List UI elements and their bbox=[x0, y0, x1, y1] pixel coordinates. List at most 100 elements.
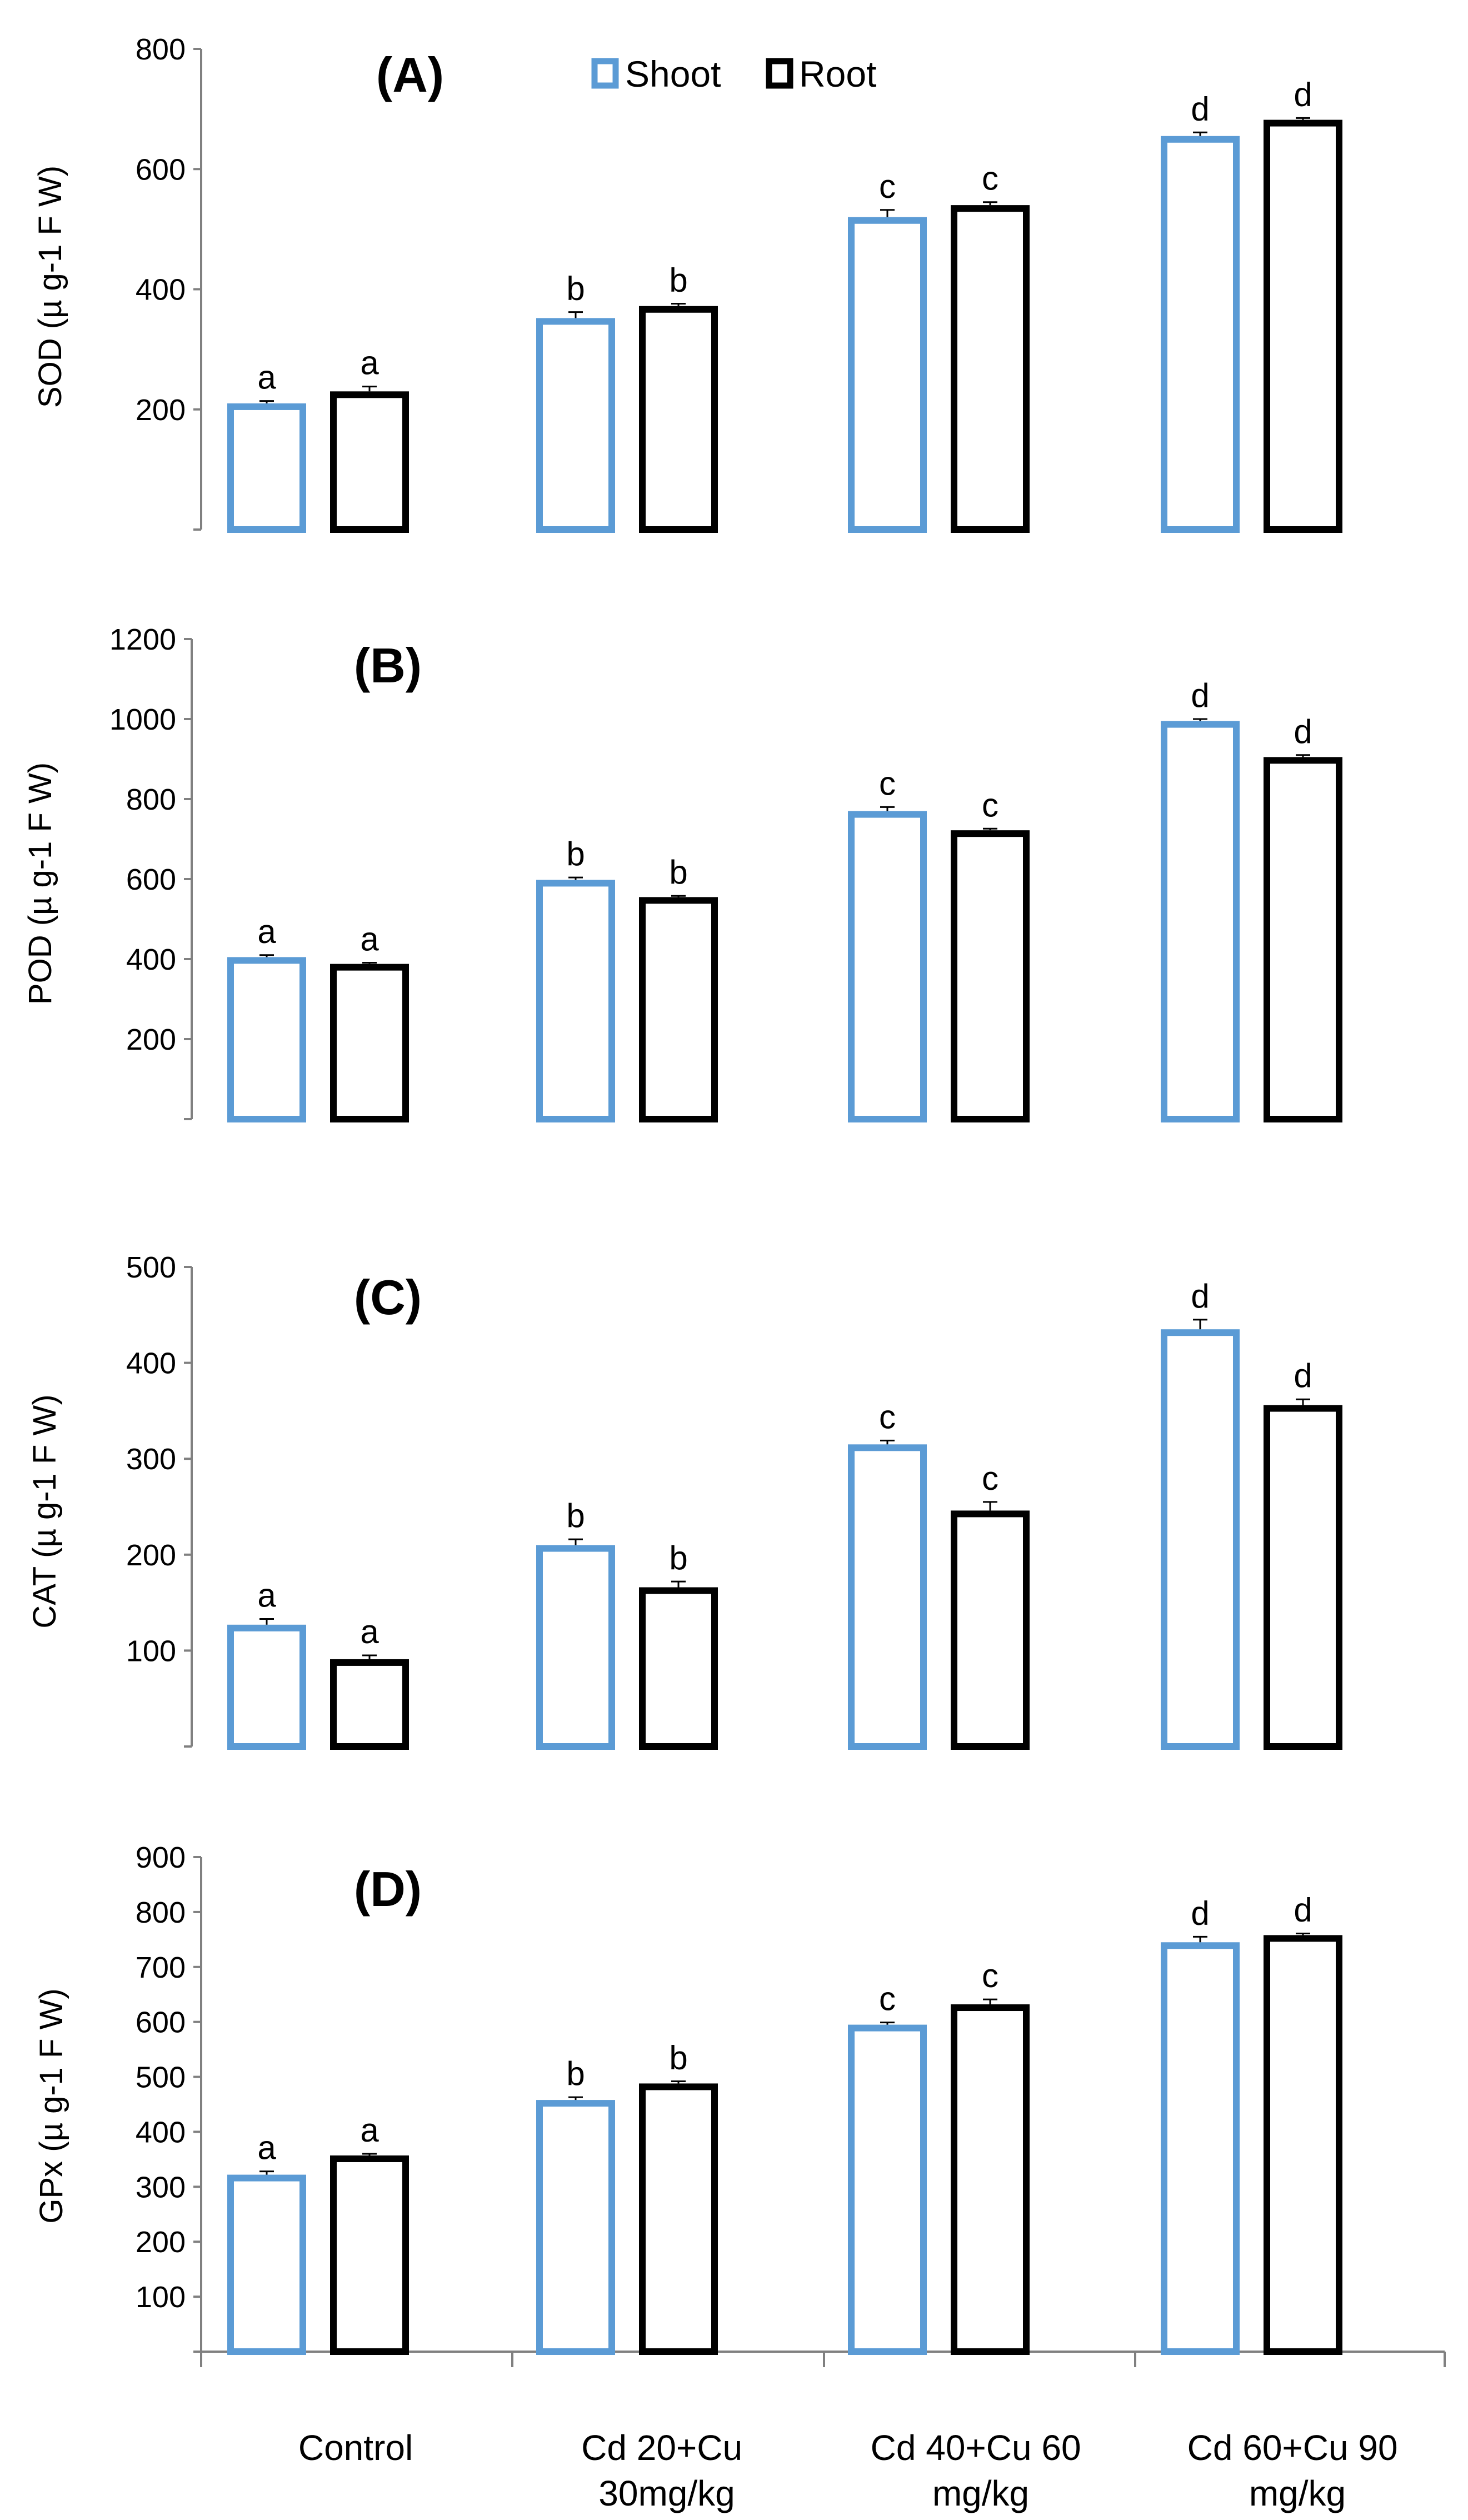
significance-label: b bbox=[566, 2055, 585, 2092]
y-tick-label: 100 bbox=[136, 2281, 186, 2314]
x-label-2: Cd 40+Cu 60 mg/kg bbox=[871, 2428, 1091, 2513]
y-tick-label: 300 bbox=[126, 1443, 176, 1476]
bar-root bbox=[330, 2155, 409, 2355]
x-label-1: Cd 20+Cu 30mg/kg bbox=[581, 2428, 752, 2513]
y-tick-label: 500 bbox=[136, 2061, 186, 2094]
bar-root bbox=[1264, 1405, 1342, 1750]
panel-title-a: (A) bbox=[376, 47, 444, 102]
significance-label: a bbox=[257, 1576, 276, 1614]
bar-root bbox=[330, 391, 409, 533]
y-tick-label: 300 bbox=[136, 2170, 186, 2204]
panel-title-b: (B) bbox=[354, 638, 422, 693]
bar-shoot bbox=[227, 1624, 306, 1750]
y-tick-label: 800 bbox=[126, 783, 176, 816]
x-label-0-line1: Control bbox=[298, 2428, 413, 2468]
significance-label: b bbox=[566, 1497, 585, 1534]
y-tick-label: 400 bbox=[136, 2115, 186, 2149]
y-tick-label: 400 bbox=[126, 1347, 176, 1380]
x-label-1-line1: Cd 20+Cu bbox=[581, 2428, 742, 2468]
significance-label: a bbox=[360, 920, 379, 957]
significance-label: b bbox=[669, 854, 687, 891]
y-tick-label: 200 bbox=[136, 393, 186, 427]
significance-label: a bbox=[257, 2129, 276, 2167]
significance-label: c bbox=[879, 168, 896, 205]
bar-root bbox=[639, 2083, 718, 2355]
y-axis-label-a: SOD (µ g-1 F W) bbox=[32, 166, 68, 408]
bar-shoot bbox=[536, 880, 615, 1122]
y-tick-label: 100 bbox=[126, 1634, 176, 1668]
significance-label: a bbox=[360, 1613, 379, 1650]
significance-label: a bbox=[257, 359, 276, 396]
bar-root bbox=[639, 897, 718, 1123]
panel-title-c: (C) bbox=[354, 1270, 422, 1325]
bar-root bbox=[639, 306, 718, 533]
significance-label: c bbox=[879, 1980, 896, 2018]
significance-label: c bbox=[982, 1957, 998, 1994]
y-axis-label-b: POD (µ g-1 F W) bbox=[22, 762, 58, 1005]
legend-label-root: Root bbox=[799, 53, 876, 94]
bar-shoot bbox=[1161, 1942, 1240, 2356]
y-tick-label: 200 bbox=[136, 2225, 186, 2259]
panel-b: POD (µ g-1 F W) (B) 200 400 600 800 1000 1200… bbox=[22, 623, 1342, 1123]
y-tick-label: 1000 bbox=[109, 703, 176, 736]
y-tick-label: 400 bbox=[136, 273, 186, 307]
bar-root bbox=[951, 830, 1030, 1123]
bar-root bbox=[330, 964, 409, 1122]
significance-label: a bbox=[360, 2112, 379, 2149]
significance-label: a bbox=[360, 345, 379, 382]
y-tick-label: 600 bbox=[136, 153, 186, 186]
significance-label: d bbox=[1191, 1278, 1209, 1315]
y-tick-label: 600 bbox=[126, 863, 176, 896]
bar-shoot bbox=[536, 2100, 615, 2355]
x-label-3-line2: mg/kg bbox=[1249, 2473, 1346, 2513]
x-label-1-line2: 30mg/kg bbox=[598, 2473, 735, 2513]
bar-root bbox=[1264, 757, 1342, 1122]
y-tick-label: 200 bbox=[126, 1023, 176, 1056]
y-tick-label: 700 bbox=[136, 1951, 186, 1984]
bar-root bbox=[330, 1659, 409, 1750]
bar-shoot bbox=[848, 2024, 927, 2355]
significance-label: b bbox=[669, 261, 687, 298]
significance-label: b bbox=[566, 835, 585, 872]
significance-label: c bbox=[982, 160, 998, 197]
y-tick-label: 800 bbox=[136, 33, 186, 66]
significance-label: c bbox=[982, 1460, 998, 1497]
panel-a: SOD (µ g-1 F W) (A) 200 400 600 800 a b c d a b c d bbox=[32, 33, 1342, 533]
y-tick-label: 200 bbox=[126, 1539, 176, 1572]
legend: Shoot Root bbox=[591, 53, 876, 94]
bar-root bbox=[1264, 1935, 1342, 2355]
bar-shoot bbox=[227, 957, 306, 1123]
significance-label: c bbox=[982, 786, 998, 824]
significance-label: c bbox=[879, 1398, 896, 1435]
bar-root bbox=[1264, 119, 1342, 533]
significance-label: c bbox=[879, 765, 896, 802]
bar-shoot bbox=[848, 217, 927, 533]
significance-label: a bbox=[257, 913, 276, 950]
panel-c: CAT (µ g-1 F W) (C) 100 200 300 400 500 a b c d a… bbox=[27, 1251, 1342, 1750]
bar-shoot bbox=[1161, 721, 1240, 1122]
legend-swatch-root bbox=[766, 58, 793, 89]
bar-shoot bbox=[848, 1444, 927, 1750]
y-axis-label-c: CAT (µ g-1 F W) bbox=[27, 1394, 63, 1628]
y-tick-label: 1200 bbox=[109, 623, 176, 656]
bar-shoot bbox=[1161, 136, 1240, 533]
panel-title-d: (D) bbox=[354, 1862, 422, 1917]
y-tick-label: 900 bbox=[136, 1841, 186, 1874]
x-label-0: Control bbox=[298, 2428, 413, 2468]
bar-shoot bbox=[536, 318, 615, 533]
bar-root bbox=[951, 1510, 1030, 1750]
legend-swatch-shoot bbox=[591, 58, 619, 89]
bar-shoot bbox=[848, 811, 927, 1122]
y-tick-label: 400 bbox=[126, 943, 176, 976]
x-label-2-line2: mg/kg bbox=[932, 2473, 1029, 2513]
y-axis-label-d: GPx (µ g-1 F W) bbox=[33, 1988, 69, 2223]
bar-shoot bbox=[227, 403, 306, 533]
bar-shoot bbox=[1161, 1329, 1240, 1750]
bar-shoot bbox=[227, 2174, 306, 2356]
significance-label: d bbox=[1294, 1891, 1312, 1928]
bar-root bbox=[951, 205, 1030, 533]
y-tick-label: 500 bbox=[126, 1251, 176, 1284]
significance-label: d bbox=[1191, 1894, 1209, 1932]
significance-label: d bbox=[1294, 713, 1312, 750]
